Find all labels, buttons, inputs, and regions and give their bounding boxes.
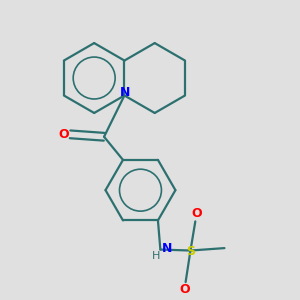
Text: H: H xyxy=(152,251,161,261)
Text: N: N xyxy=(161,242,172,255)
Text: O: O xyxy=(191,207,202,220)
Text: N: N xyxy=(120,85,130,99)
Text: O: O xyxy=(58,128,69,141)
Text: S: S xyxy=(187,245,196,259)
Text: O: O xyxy=(179,284,190,296)
